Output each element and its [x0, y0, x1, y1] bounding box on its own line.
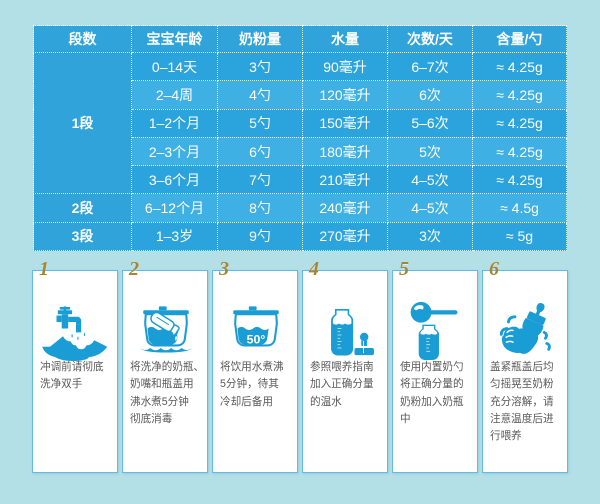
svg-text:50°: 50° [247, 332, 266, 346]
